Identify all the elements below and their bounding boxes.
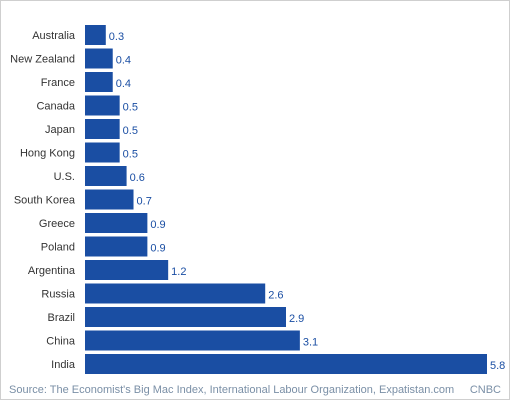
category-label-canada: Canada xyxy=(36,101,75,113)
value-label-greece: 0.9 xyxy=(150,219,165,231)
value-label-japan: 0.5 xyxy=(123,125,138,137)
bar-chart: Australia 0.3 New Zealand 0.4 France 0.4 Canad… xyxy=(10,25,505,374)
value-label-canada: 0.5 xyxy=(123,102,138,114)
value-label-china: 3.1 xyxy=(303,337,318,349)
bar-u-s xyxy=(85,166,127,186)
value-label-brazil: 2.9 xyxy=(289,313,304,325)
category-label-poland: Poland xyxy=(41,242,75,254)
category-label-russia: Russia xyxy=(41,289,76,301)
category-label-brazil: Brazil xyxy=(47,312,75,324)
bar-russia xyxy=(85,283,266,304)
category-label-china: China xyxy=(46,336,76,348)
bar-south-korea xyxy=(85,189,134,210)
bar-argentina xyxy=(85,260,169,280)
bar-hong-kong xyxy=(85,142,120,163)
bar-new-zealand xyxy=(85,48,113,69)
category-label-japan: Japan xyxy=(45,124,75,136)
bar-china xyxy=(85,330,300,351)
category-label-new-zealand: New Zealand xyxy=(10,54,75,66)
value-label-australia: 0.3 xyxy=(109,31,124,43)
bar-canada xyxy=(85,95,120,116)
value-label-russia: 2.6 xyxy=(268,290,283,302)
category-label-india: India xyxy=(51,359,76,371)
value-label-u-s: 0.6 xyxy=(130,172,145,184)
source-note: Source: The Economist's Big Mac Index, I… xyxy=(9,384,455,396)
bar-australia xyxy=(85,25,106,45)
value-label-hong-kong: 0.5 xyxy=(123,149,138,161)
bar-japan xyxy=(85,119,120,139)
brand-label: CNBC xyxy=(469,384,501,396)
category-label-argentina: Argentina xyxy=(28,265,76,277)
value-label-india: 5.8 xyxy=(490,360,505,372)
category-label-u-s: U.S. xyxy=(54,171,75,183)
bar-france xyxy=(85,72,113,92)
category-label-australia: Australia xyxy=(32,30,76,42)
category-label-south-korea: South Korea xyxy=(14,195,76,207)
bar-brazil xyxy=(85,307,286,327)
value-label-poland: 0.9 xyxy=(150,243,165,255)
value-label-argentina: 1.2 xyxy=(171,266,186,278)
bar-india xyxy=(85,354,487,374)
bar-greece xyxy=(85,213,148,233)
category-label-greece: Greece xyxy=(39,218,75,230)
category-label-hong-kong: Hong Kong xyxy=(20,148,75,160)
bar-poland xyxy=(85,236,148,257)
category-label-france: France xyxy=(41,77,75,89)
chart-footer: Source: The Economist's Big Mac Index, I… xyxy=(9,384,501,396)
value-label-new-zealand: 0.4 xyxy=(116,55,131,67)
value-label-south-korea: 0.7 xyxy=(137,196,152,208)
value-label-france: 0.4 xyxy=(116,78,131,90)
